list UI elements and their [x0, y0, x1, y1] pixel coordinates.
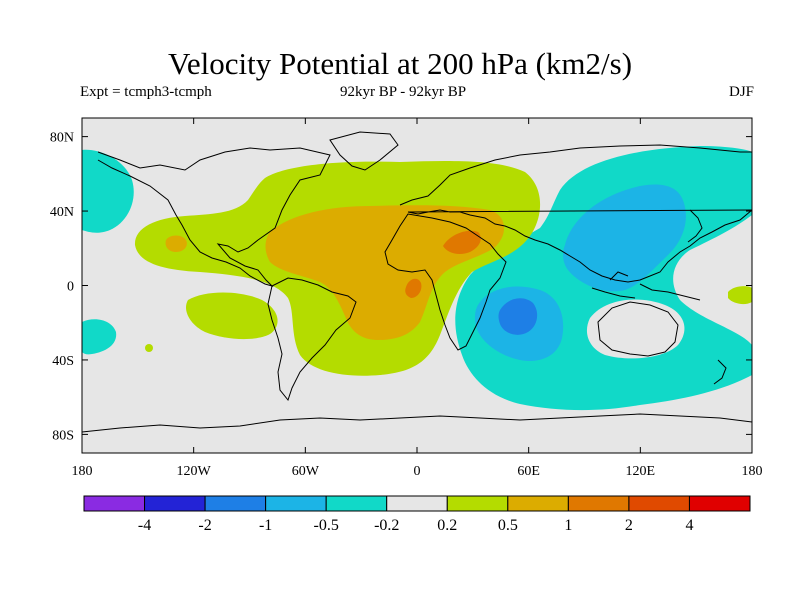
- colorbar-swatch: [83, 495, 146, 512]
- lat-tick-label: 40N: [50, 205, 74, 220]
- colorbar-swatch: [446, 495, 509, 512]
- coastline-north-america: [97, 147, 331, 288]
- season-label: DJF: [728, 84, 754, 100]
- colorbar-label: 2: [625, 517, 633, 534]
- colorbar-swatch: [628, 495, 690, 512]
- contour-region-pos-0.2: [185, 292, 278, 340]
- contour-region-neg-0.2: [82, 319, 117, 355]
- colorbar-label: 0.2: [437, 517, 457, 534]
- colorbar-label: -0.2: [374, 517, 399, 534]
- contour-region-pos-1: [443, 230, 481, 254]
- lon-tick-label: 0: [414, 464, 421, 479]
- colorbar-label: 0.5: [498, 517, 518, 534]
- contour-region-neutral: [586, 299, 685, 359]
- coastline-south-america: [267, 277, 357, 402]
- lon-tick-label: 120W: [177, 464, 212, 479]
- chart-title: Velocity Potential at 200 hPa (km2/s): [167, 46, 633, 81]
- lon-tick-label: 120E: [626, 464, 656, 479]
- contour-region-neg-0.2: [82, 149, 134, 233]
- contour-fill-layer: [82, 146, 752, 411]
- lon-tick-label: 60W: [292, 464, 320, 479]
- colorbar-swatch: [567, 495, 630, 512]
- colorbar-swatch: [325, 495, 388, 512]
- colorbar-swatch: [507, 495, 569, 512]
- contour-region-pos-0.2: [728, 286, 752, 305]
- lat-tick-label: 80N: [50, 131, 74, 146]
- lat-tick-label: 0: [67, 280, 74, 295]
- lon-tick-label: 180: [742, 464, 763, 479]
- contour-region-pos-0.5: [265, 205, 505, 340]
- colorbar-label: -4: [138, 517, 151, 534]
- coastline-greenland: [329, 131, 399, 171]
- colorbar-swatch: [204, 495, 267, 512]
- coastline-new-zealand: [713, 359, 727, 385]
- experiment-label: Expt = tcmph3-tcmph: [80, 84, 212, 100]
- lat-tick-label: 80S: [52, 428, 74, 443]
- colorbar-swatch: [688, 495, 751, 512]
- lon-tick-label: 60E: [517, 464, 540, 479]
- colorbar-label: 1: [564, 517, 572, 534]
- colorbar-label: 4: [685, 517, 693, 534]
- contour-region-pos-1: [405, 278, 422, 298]
- coastline-australia: [597, 301, 679, 357]
- colorbar-label: -2: [198, 517, 211, 534]
- colorbar-swatch: [265, 495, 327, 512]
- contour-region-neg-1: [498, 298, 538, 335]
- coastline-indonesia: [591, 271, 701, 301]
- coastline-layer: [82, 131, 752, 433]
- colorbar-swatch: [144, 495, 206, 512]
- colorbar-label: -0.5: [314, 517, 339, 534]
- colorbar: -4 -2 -1 -0.5 -0.2 0.2 0.5 1 2 4: [83, 495, 751, 534]
- contour-region-pos-0.5: [165, 235, 187, 252]
- colorbar-label: -1: [259, 517, 272, 534]
- contour-region-pos-0.2: [145, 344, 153, 352]
- lat-tick-label: 40S: [52, 354, 74, 369]
- lon-tick-label: 180: [72, 464, 93, 479]
- coastline-japan: [687, 209, 703, 243]
- coastline-africa: [384, 213, 507, 351]
- colorbar-swatch: [386, 495, 448, 512]
- period-label: 92kyr BP - 92kyr BP: [340, 84, 467, 100]
- coastline-antarctica: [82, 413, 752, 433]
- coastline-europe-asia: [399, 144, 752, 283]
- axis-ticks: 180 120W 60W 0 60E 120E 180 80N 40N 0 40S 80S: [50, 118, 763, 479]
